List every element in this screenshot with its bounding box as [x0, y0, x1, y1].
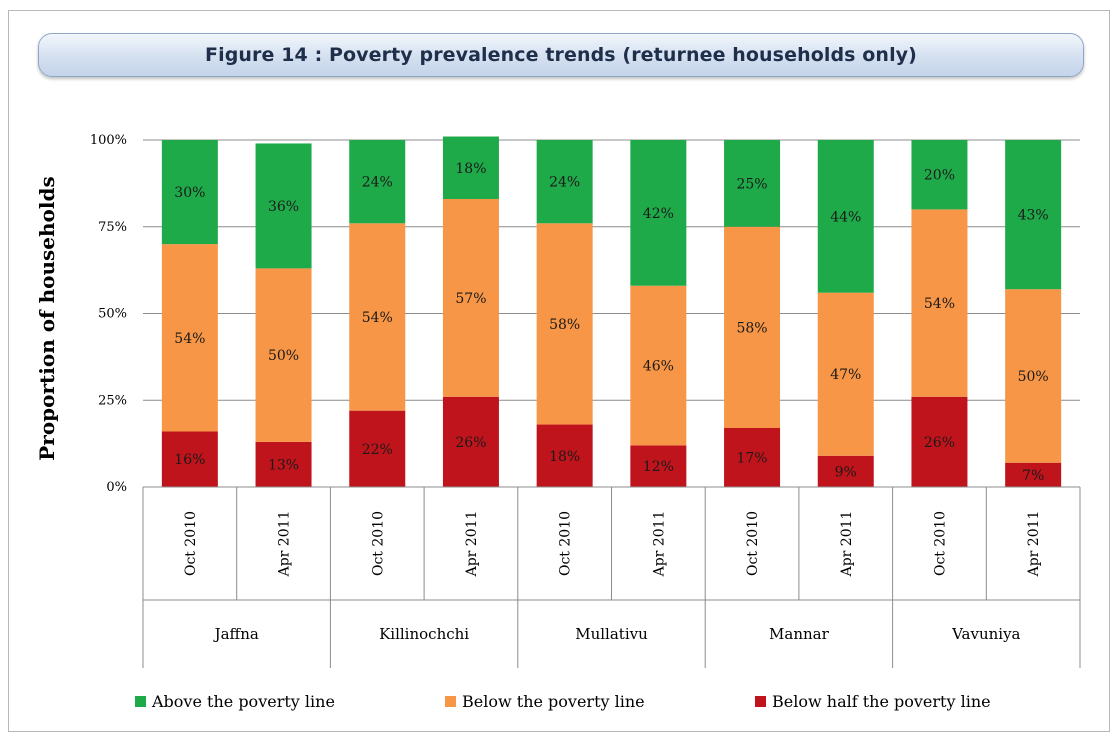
legend-item-above: Above the poverty line	[135, 692, 335, 711]
data-label: 30%	[174, 185, 205, 201]
bar-segment	[349, 410, 406, 487]
data-label: 24%	[362, 175, 393, 191]
x-category-label: Oct 2010	[745, 511, 761, 576]
data-label: 12%	[643, 459, 674, 475]
x-category-label: Oct 2010	[558, 511, 574, 576]
x-category-label: Oct 2010	[183, 511, 199, 576]
chart-title: Figure 14 : Poverty prevalence trends (r…	[205, 44, 917, 66]
bar-segment	[255, 143, 312, 269]
x-category-label: Apr 2011	[651, 511, 667, 578]
data-label: 22%	[362, 442, 393, 458]
data-label: 26%	[924, 435, 955, 451]
y-tick-label: 50%	[98, 307, 127, 322]
data-label: 54%	[174, 331, 205, 347]
bar-segment	[1005, 289, 1062, 463]
data-label: 36%	[268, 199, 299, 215]
data-label: 58%	[549, 317, 580, 333]
bar-segment	[911, 140, 968, 210]
bar-segment	[161, 244, 218, 432]
data-label: 57%	[455, 291, 486, 307]
x-category-label: Apr 2011	[839, 511, 855, 578]
data-label: 42%	[643, 206, 674, 222]
data-label: 18%	[455, 161, 486, 177]
legend-label-below: Below the poverty line	[462, 692, 645, 711]
x-group-label: Vavuniya	[951, 625, 1020, 643]
x-category-label: Apr 2011	[464, 511, 480, 578]
bar-segment	[911, 209, 968, 397]
bar-segment	[536, 140, 593, 224]
legend-item-below: Below the poverty line	[445, 692, 645, 711]
data-label: 7%	[1022, 468, 1044, 484]
data-label: 47%	[830, 367, 861, 383]
x-group-label: Mannar	[769, 625, 830, 643]
bar-segment	[817, 140, 874, 293]
bar-segment	[536, 424, 593, 487]
data-label: 9%	[835, 464, 857, 480]
bar-segment	[255, 268, 312, 442]
legend-label-below-half: Below half the poverty line	[772, 692, 991, 711]
data-label: 43%	[1018, 208, 1049, 224]
data-label: 17%	[736, 451, 767, 467]
data-label: 24%	[549, 175, 580, 191]
bar-segment	[442, 198, 499, 397]
bar-segment	[161, 431, 218, 487]
bar-segment	[349, 223, 406, 411]
x-category-label: Oct 2010	[932, 511, 948, 576]
x-category-label: Apr 2011	[277, 511, 293, 578]
data-label: 26%	[455, 435, 486, 451]
data-label: 50%	[268, 348, 299, 364]
legend-swatch-below-half	[755, 696, 766, 707]
legend-item-below-half: Below half the poverty line	[755, 692, 991, 711]
bar-segment	[349, 140, 406, 224]
y-tick-label: 25%	[98, 393, 127, 408]
bar-segment	[255, 441, 312, 487]
data-label: 20%	[924, 168, 955, 184]
bar-segment	[161, 140, 218, 245]
data-label: 54%	[362, 310, 393, 326]
data-label: 54%	[924, 296, 955, 312]
data-label: 13%	[268, 457, 299, 473]
x-category-label: Oct 2010	[370, 511, 386, 576]
data-label: 46%	[643, 359, 674, 375]
y-tick-label: 100%	[90, 133, 127, 148]
legend-label-above: Above the poverty line	[152, 692, 335, 711]
bar-segment	[817, 455, 874, 487]
legend: Above the poverty line Below the poverty…	[0, 692, 1117, 720]
stacked-bar-chart: 0% 25% 50% 75% 100% Proportion of households 1…	[35, 133, 1081, 668]
data-label: 44%	[830, 209, 861, 225]
y-tick-label: 0%	[106, 480, 127, 495]
bar-segment	[442, 136, 499, 199]
bar-segment	[817, 292, 874, 456]
title-banner: Figure 14 : Poverty prevalence trends (r…	[38, 33, 1084, 77]
bar-segment	[630, 140, 687, 286]
data-label: 50%	[1018, 369, 1049, 385]
legend-swatch-below	[445, 696, 456, 707]
bar-segment	[724, 226, 781, 429]
y-axis-title: Proportion of households	[35, 176, 59, 461]
x-group-label: Jaffna	[213, 625, 259, 643]
data-label: 18%	[549, 449, 580, 465]
bar-segment	[724, 140, 781, 227]
bar-segment	[1005, 462, 1062, 487]
x-group-label: Killinochchi	[379, 625, 469, 643]
x-group-label: Mullativu	[575, 625, 648, 643]
bar-segment	[724, 428, 781, 487]
legend-swatch-above	[135, 696, 146, 707]
bar-segment	[536, 223, 593, 425]
bar-segment	[442, 396, 499, 487]
data-label: 58%	[736, 320, 767, 336]
data-label: 16%	[174, 452, 205, 468]
y-tick-label: 75%	[98, 220, 127, 235]
bar-segment	[911, 396, 968, 487]
bar-segment	[1005, 140, 1062, 290]
bar-segment	[630, 445, 687, 487]
bar-segment	[630, 285, 687, 446]
x-category-label: Apr 2011	[1026, 511, 1042, 578]
data-label: 25%	[736, 176, 767, 192]
